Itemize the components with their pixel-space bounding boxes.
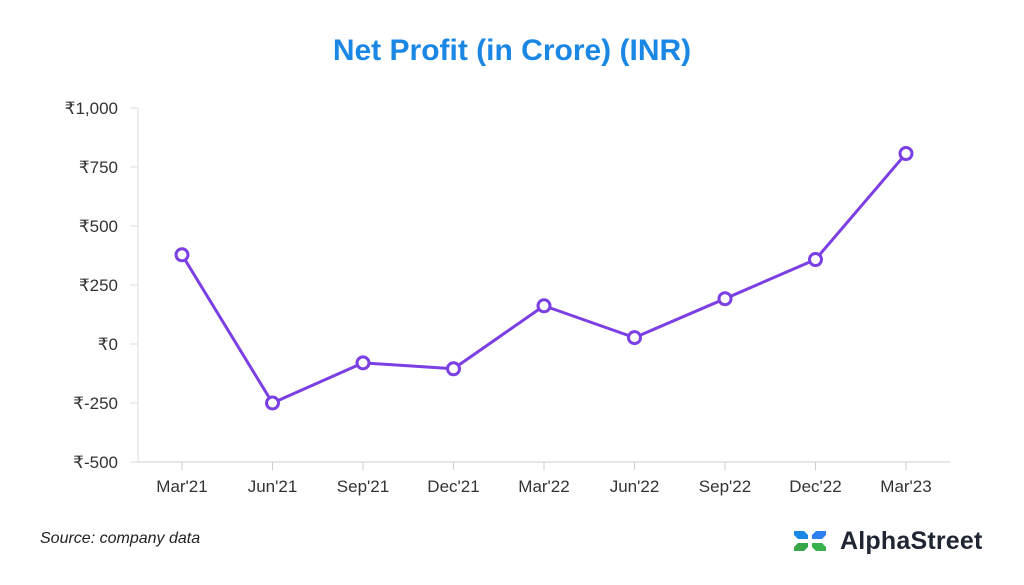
x-tick-label: Sep'22 [699, 477, 751, 496]
y-tick-label: ₹1,000 [65, 99, 118, 118]
data-point [446, 361, 461, 377]
data-point [536, 298, 552, 314]
data-point [898, 146, 914, 162]
data-point [717, 291, 733, 307]
data-point [355, 355, 371, 371]
data-point [174, 247, 190, 263]
source-note: Source: company data [40, 530, 201, 547]
series-line [180, 152, 908, 405]
x-tick-label: Mar'21 [156, 477, 207, 496]
data-point [627, 330, 642, 346]
data-point [265, 395, 280, 411]
y-tick-label: ₹750 [79, 158, 118, 177]
x-tick-label: Dec'21 [427, 477, 479, 496]
x-tick-label: Mar'23 [880, 477, 931, 496]
data-point [808, 252, 823, 268]
y-tick-label: ₹-250 [73, 394, 118, 413]
x-tick-label: Mar'22 [518, 477, 569, 496]
x-tick-label: Sep'21 [337, 477, 389, 496]
brand-name: AlphaStreet [840, 526, 983, 555]
y-tick-label: ₹500 [79, 217, 118, 236]
x-tick-label: Dec'22 [789, 477, 841, 496]
y-tick-label: ₹250 [79, 276, 118, 295]
alphastreet-logo-icon [794, 531, 826, 551]
y-tick-label: ₹0 [98, 335, 118, 354]
x-tick-label: Jun'21 [248, 477, 298, 496]
brand: AlphaStreet [792, 524, 983, 558]
x-tick-label: Jun'22 [610, 477, 660, 496]
y-tick-label: ₹-500 [73, 453, 118, 472]
chart-title: Net Profit (in Crore) (INR) [332, 34, 692, 67]
